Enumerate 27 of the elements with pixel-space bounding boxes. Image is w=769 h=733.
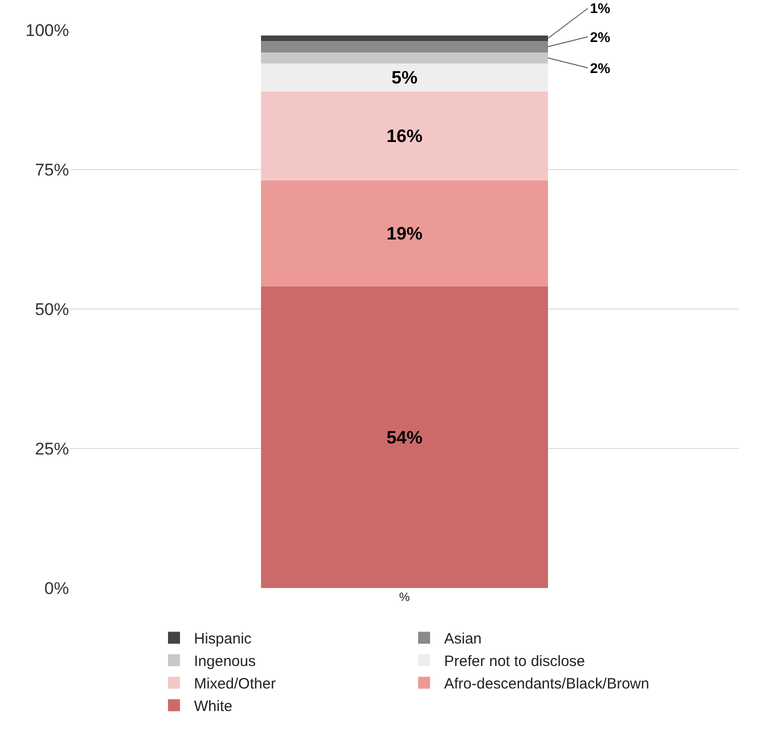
y-tick-label: 100% xyxy=(26,20,69,40)
legend-label: Asian xyxy=(444,630,482,648)
bar xyxy=(261,41,548,52)
bar xyxy=(261,286,548,588)
data-label: 2% xyxy=(590,29,611,45)
legend-label: Prefer not to disclose xyxy=(444,653,586,670)
legend-label: White xyxy=(194,698,232,716)
bar xyxy=(261,91,548,181)
bar xyxy=(261,36,548,42)
data-label: 5% xyxy=(391,67,418,88)
y-tick-label: 0% xyxy=(44,578,69,598)
legend-label: Hispanic xyxy=(194,630,252,648)
legend-label: Afro-descendants/Black/Brown xyxy=(444,676,650,693)
data-label: 19% xyxy=(386,224,423,244)
data-label: 16% xyxy=(386,126,423,146)
x-tick-label: % xyxy=(399,590,410,604)
bar xyxy=(261,52,548,64)
legend-label: Mixed/Other xyxy=(194,676,276,693)
data-label: 1% xyxy=(590,0,611,16)
bar xyxy=(261,180,548,287)
legend-label: Ingenous xyxy=(194,653,256,670)
data-label: 54% xyxy=(386,427,423,448)
y-tick-label: 25% xyxy=(34,439,69,458)
y-tick-label: 50% xyxy=(34,300,69,319)
data-label: 2% xyxy=(590,60,611,76)
y-tick-label: 75% xyxy=(34,160,69,180)
bar xyxy=(261,63,548,92)
